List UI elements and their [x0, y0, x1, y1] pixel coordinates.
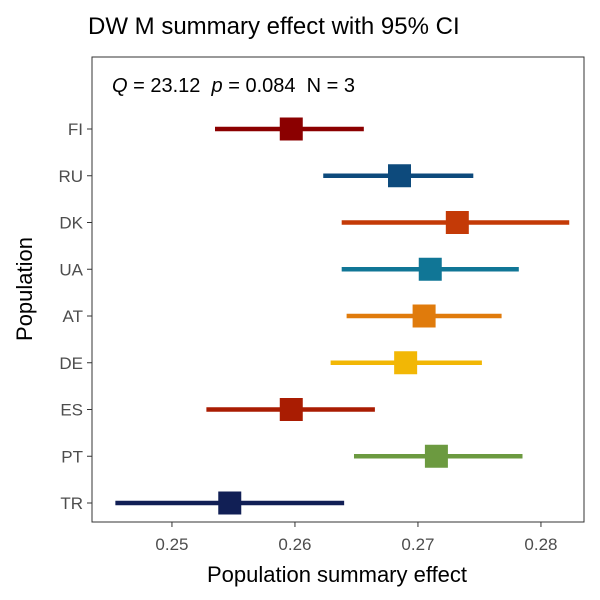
y-tick-label-pt: PT: [61, 447, 83, 466]
p-symbol: p: [211, 75, 223, 97]
y-tick-label-tr: TR: [60, 494, 83, 513]
y-tick-label-fi: FI: [68, 120, 83, 139]
x-tick-label-3: 0.28: [524, 535, 557, 554]
y-tick-label-es: ES: [60, 401, 83, 420]
x-axis-title: Population summary effect: [207, 562, 467, 587]
y-tick-label-dk: DK: [59, 214, 83, 233]
x-tick-label-1: 0.26: [278, 535, 311, 554]
chart-title: DW M summary effect with 95% CI: [88, 13, 460, 40]
x-tick-label-2: 0.27: [401, 535, 434, 554]
plot-panel: [91, 56, 585, 523]
estimate-point-tr: [218, 491, 242, 515]
y-axis-title: Population: [12, 237, 37, 341]
estimate-point-es: [279, 398, 303, 421]
y-axis: FI RU DK UA AT DE ES PT TR: [58, 120, 92, 513]
x-tick-label-0: 0.25: [155, 535, 188, 554]
estimate-point-dk: [445, 211, 469, 234]
q-symbol: Q: [112, 75, 128, 97]
estimate-point-at: [412, 304, 436, 328]
forest-marks: [115, 117, 570, 515]
estimate-point-pt: [424, 444, 448, 468]
estimate-point-fi: [279, 117, 303, 141]
y-tick-label-ru: RU: [58, 167, 83, 186]
p-value-and-n: = 0.084 N = 3: [223, 75, 355, 97]
q-value: = 23.12: [128, 75, 212, 97]
y-tick-label-ua: UA: [59, 260, 83, 279]
estimate-point-ua: [418, 257, 442, 281]
y-tick-label-at: AT: [63, 307, 83, 326]
estimate-point-ru: [388, 164, 411, 188]
x-axis: 0.25 0.26 0.27 0.28: [155, 522, 557, 554]
estimate-point-de: [394, 351, 418, 375]
y-tick-label-de: DE: [59, 354, 83, 373]
heterogeneity-annotation: Q = 23.12 p = 0.084 N = 3: [112, 75, 355, 97]
